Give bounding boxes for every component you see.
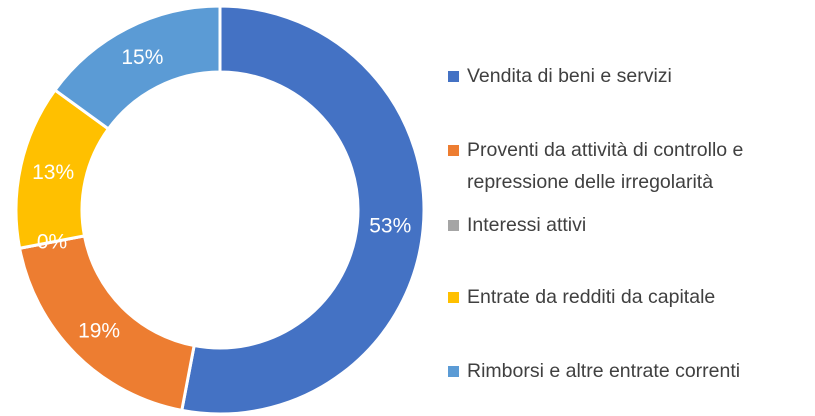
legend-item: Interessi attivi xyxy=(448,209,808,241)
legend-label: Entrate da redditi da capitale xyxy=(467,286,716,308)
value-label: 15% xyxy=(121,46,163,69)
value-label: 13% xyxy=(32,161,74,184)
legend-label: Interessi attivi xyxy=(467,214,587,236)
donut-slice xyxy=(52,4,222,131)
legend-swatch xyxy=(448,145,459,156)
legend-label: Rimborsi e altre entrate correnti xyxy=(467,360,741,382)
legend-swatch xyxy=(448,292,459,303)
legend-swatch xyxy=(448,220,459,231)
legend-swatch xyxy=(448,366,459,377)
legend-item: Vendita di beni e servizi xyxy=(448,60,808,92)
legend-label: Proventi da attività di controllo e repr… xyxy=(467,139,744,193)
legend-label: Vendita di beni e servizi xyxy=(467,65,672,87)
legend-item: Entrate da redditi da capitale xyxy=(448,281,808,313)
value-label: 0% xyxy=(37,231,67,254)
donut-slice xyxy=(180,4,426,416)
value-label: 19% xyxy=(78,319,120,342)
legend-item: Rimborsi e altre entrate correnti xyxy=(448,355,808,387)
value-label: 53% xyxy=(369,215,411,238)
legend-item: Proventi da attività di controllo e repr… xyxy=(448,134,808,198)
legend-swatch xyxy=(448,71,459,82)
